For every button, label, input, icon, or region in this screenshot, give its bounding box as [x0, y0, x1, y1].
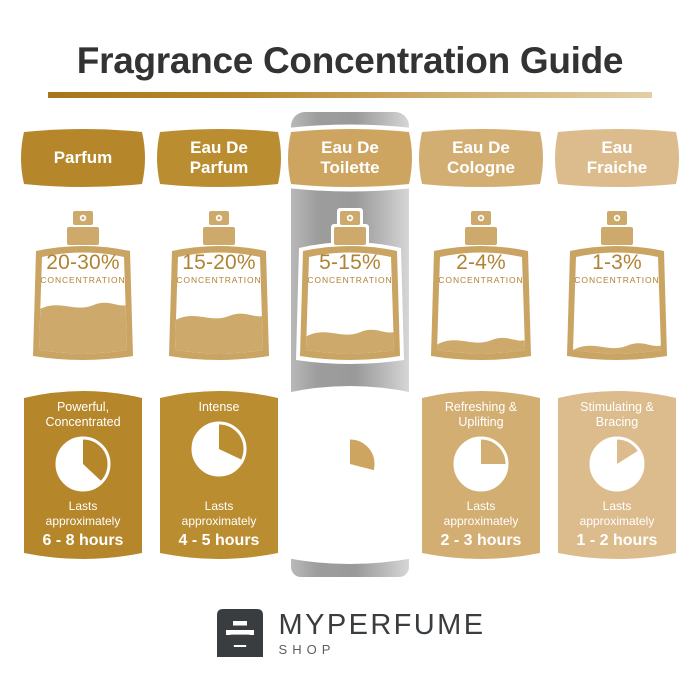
- lasts-line2: approximately: [579, 514, 655, 528]
- page-title: Fragrance Concentration Guide: [76, 40, 624, 81]
- column-parfum: Parfum 20-30% CONCENTRATION Powerful, Concen…: [18, 0, 148, 700]
- bottle-parfum: [18, 208, 148, 373]
- character-line1: Stimulating &: [580, 400, 654, 414]
- header-plate-eau-de-parfum[interactable]: Eau De Parfum: [154, 126, 284, 190]
- longevity-pie-chart: [322, 436, 378, 492]
- perfume-bottle-badge-icon: [216, 609, 263, 657]
- duration-card-eau-de-cologne[interactable]: Refreshing & Uplifting Lasts approximately 2…: [422, 388, 540, 561]
- lasts-line1: Lasts: [602, 499, 632, 513]
- header-plate-shape: [552, 126, 682, 190]
- character-label: Intense: [163, 400, 275, 415]
- footer-branding: MYPERFUME SHOP: [0, 598, 700, 668]
- character-line1: Refreshing &: [313, 400, 387, 414]
- lasts-block: Lasts approximately 6 - 8 hours: [24, 499, 142, 551]
- column-eau-de-parfum: Eau De Parfum 15-20% CONCENTRATION Intense La…: [154, 0, 284, 700]
- duration-card-eau-de-toilette[interactable]: Refreshing & Balanced Lasts approximately 3 …: [286, 386, 414, 564]
- duration-value: 2 - 3 hours: [440, 532, 522, 549]
- header-label-eau-de-parfum: Eau De Parfum: [154, 126, 284, 190]
- header-label-line1: Eau De: [321, 138, 379, 157]
- duration-value: 1 - 2 hours: [576, 532, 658, 549]
- header-plate-shape: [416, 126, 546, 190]
- lasts-line1: Lasts: [335, 499, 365, 513]
- header-plate-eau-de-toilette[interactable]: Eau De Toilette: [283, 124, 417, 192]
- lasts-line2: approximately: [45, 514, 121, 528]
- character-line2: Bracing: [595, 415, 639, 429]
- lasts-block: Lasts approximately 1 - 2 hours: [558, 499, 676, 551]
- header-label-line2: Fraiche: [586, 158, 648, 177]
- bottle-eau-de-cologne: [416, 208, 546, 373]
- header-label-line2: Cologne: [447, 158, 515, 177]
- character-line1: Refreshing &: [444, 400, 518, 414]
- header-label-parfum: Parfum: [18, 126, 148, 190]
- lasts-line1: Lasts: [68, 499, 98, 513]
- header-plate-shape: [18, 126, 148, 190]
- header-label-eau-fraiche: Eau Fraiche: [552, 126, 682, 190]
- character-label: Stimulating & Bracing: [561, 400, 673, 430]
- header-plate-shape: [154, 126, 284, 190]
- header-label-line2: Parfum: [189, 158, 249, 177]
- character-line1: Intense: [198, 400, 240, 414]
- character-label: Powerful, Concentrated: [27, 400, 139, 430]
- header-plate-eau-de-cologne[interactable]: Eau De Cologne: [416, 126, 546, 190]
- longevity-pie-chart: [453, 436, 509, 492]
- character-line2: Uplifting: [458, 415, 504, 429]
- card-content: Powerful, Concentrated Lasts approximately 6…: [24, 388, 142, 561]
- header-label-line1: Parfum: [53, 148, 113, 167]
- lasts-line1: Lasts: [204, 499, 234, 513]
- bottle-eau-de-parfum: [154, 208, 284, 373]
- title-divider: [48, 92, 652, 98]
- column-eau-de-toilette: Eau De Toilette 5-15% CONCENTRATION Refreshi…: [283, 0, 417, 700]
- header-label-eau-de-toilette: Eau De Toilette: [285, 126, 415, 190]
- longevity-pie-chart: [191, 421, 247, 477]
- header-plate-parfum[interactable]: Parfum: [18, 126, 148, 190]
- logo-wordmark: MYPERFUME SHOP: [279, 609, 486, 658]
- card-content: Stimulating & Bracing Lasts approximately 1 …: [558, 388, 676, 561]
- lasts-line2: approximately: [181, 514, 257, 528]
- duration-card-eau-fraiche[interactable]: Stimulating & Bracing Lasts approximately 1 …: [558, 388, 676, 561]
- lasts-block: Lasts approximately 4 - 5 hours: [160, 499, 278, 551]
- card-content: Refreshing & Uplifting Lasts approximately 2…: [422, 388, 540, 561]
- bottle-eau-de-toilette: [285, 208, 415, 373]
- header-plate-eau-fraiche[interactable]: Eau Fraiche: [552, 126, 682, 190]
- lasts-block: Lasts approximately 3 - 4 hours: [291, 499, 409, 551]
- duration-card-eau-de-parfum[interactable]: Intense Lasts approximately 4 - 5 hours: [160, 388, 278, 561]
- card-content: Intense Lasts approximately 4 - 5 hours: [160, 388, 278, 561]
- character-line2: Concentrated: [45, 415, 121, 429]
- brand-name: MYPERFUME: [278, 608, 486, 641]
- lasts-line2: approximately: [312, 514, 388, 528]
- duration-value: 6 - 8 hours: [42, 532, 124, 549]
- duration-value: 4 - 5 hours: [178, 532, 260, 549]
- lasts-block: Lasts approximately 2 - 3 hours: [422, 499, 540, 551]
- lasts-line2: approximately: [443, 514, 519, 528]
- column-eau-fraiche: Eau Fraiche 1-3% CONCENTRATION Stimulating &…: [552, 0, 682, 700]
- duration-card-parfum[interactable]: Powerful, Concentrated Lasts approximately 6…: [24, 388, 142, 561]
- card-content: Refreshing & Balanced Lasts approximately 3 …: [291, 388, 409, 561]
- lasts-line1: Lasts: [466, 499, 496, 513]
- bottle-eau-fraiche: [552, 208, 682, 373]
- character-label: Refreshing & Balanced: [294, 400, 406, 430]
- longevity-pie-chart: [55, 436, 111, 492]
- header-plate-shape: [285, 126, 415, 190]
- column-eau-de-cologne: Eau De Cologne 2-4% CONCENTRATION Refreshing…: [416, 0, 546, 700]
- header-label-line1: Eau: [601, 138, 633, 157]
- character-line2: Balanced: [323, 415, 377, 429]
- character-label: Refreshing & Uplifting: [425, 400, 537, 430]
- character-line1: Powerful,: [56, 400, 110, 414]
- longevity-pie-chart: [589, 436, 645, 492]
- duration-value: 3 - 4 hours: [309, 532, 391, 549]
- brand-subtitle: SHOP: [278, 641, 336, 657]
- header-label-line1: Eau De: [452, 138, 510, 157]
- header-label-eau-de-cologne: Eau De Cologne: [416, 126, 546, 190]
- header-label-line2: Toilette: [320, 158, 380, 177]
- header-label-line1: Eau De: [190, 138, 248, 157]
